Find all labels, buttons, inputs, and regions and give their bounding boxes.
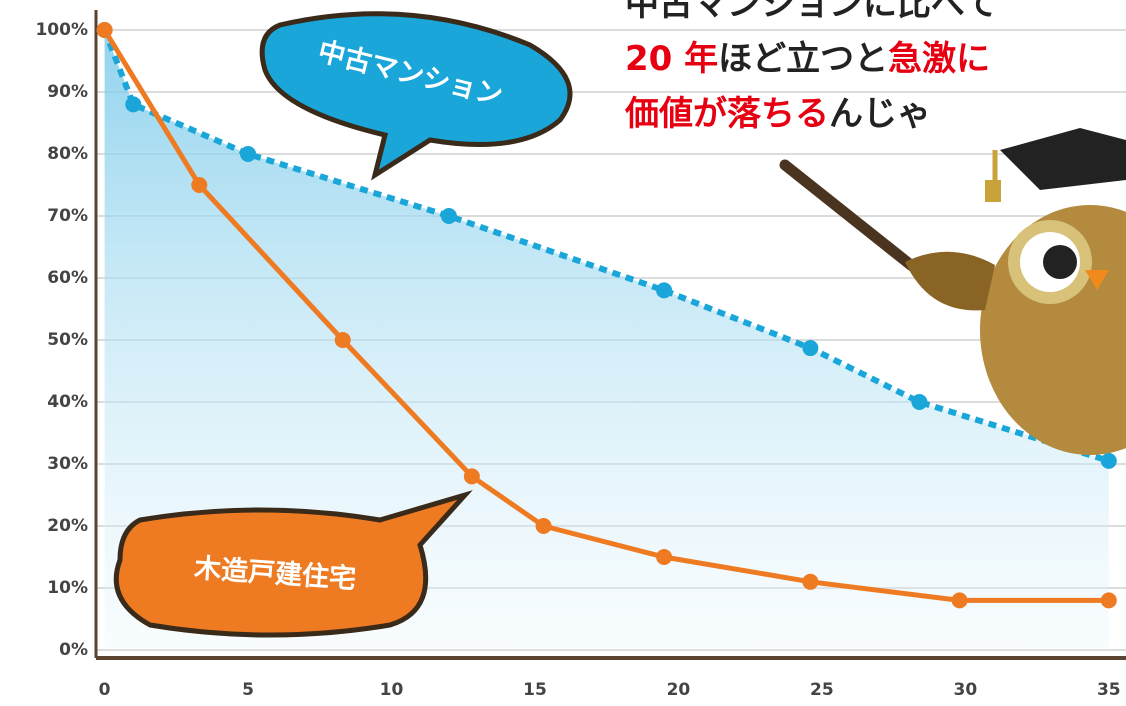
point bbox=[96, 22, 113, 38]
x-tick-label: 25 bbox=[810, 680, 834, 700]
annotation-part: 急激に bbox=[888, 39, 990, 79]
point bbox=[1100, 592, 1117, 609]
y-tick-label: 80% bbox=[47, 144, 88, 164]
annotation: 価値が落ちるんじゃ bbox=[624, 94, 931, 134]
annotation-part: 20 年 bbox=[625, 39, 718, 79]
point bbox=[240, 146, 257, 162]
annotation: 中古マンションに比べて bbox=[625, 0, 998, 24]
x-tick-label: 0 bbox=[99, 680, 111, 700]
point bbox=[334, 332, 351, 348]
y-tick-label: 90% bbox=[47, 82, 88, 102]
point bbox=[802, 340, 819, 357]
point bbox=[911, 394, 928, 410]
x-tick-label: 30 bbox=[953, 680, 977, 700]
x-tick-label: 35 bbox=[1097, 680, 1121, 700]
y-tick-label: 100% bbox=[35, 20, 88, 40]
point bbox=[951, 592, 968, 609]
y-tick-label: 20% bbox=[47, 516, 88, 536]
point bbox=[656, 282, 673, 299]
x-tick-label: 15 bbox=[523, 680, 547, 700]
speech-bubbles bbox=[113, 11, 573, 638]
x-tick-label: 5 bbox=[242, 680, 254, 700]
point bbox=[125, 96, 142, 113]
annotation-part: 価値が落ちる bbox=[624, 94, 829, 134]
x-tick-label: 20 bbox=[667, 680, 691, 700]
y-tick-label: 50% bbox=[47, 330, 88, 350]
area-fill bbox=[104, 30, 1109, 650]
point bbox=[440, 208, 457, 224]
x-tick-label: 10 bbox=[380, 680, 404, 700]
point bbox=[1100, 452, 1117, 469]
y-tick-label: 30% bbox=[47, 454, 88, 474]
y-tick-label: 10% bbox=[47, 578, 88, 598]
point bbox=[191, 177, 208, 193]
annotation-part: ほど立つと bbox=[718, 39, 888, 79]
annotation-part: んじゃ bbox=[829, 94, 931, 134]
y-tick-label: 70% bbox=[47, 206, 88, 226]
y-tick-label: 0% bbox=[59, 640, 88, 660]
point bbox=[656, 549, 673, 565]
point bbox=[535, 518, 552, 534]
y-tick-label: 60% bbox=[47, 268, 88, 288]
point bbox=[463, 468, 480, 485]
annotation-part: 中古マンションに比べて bbox=[625, 0, 998, 24]
annotation: 20 年ほど立つと急激に bbox=[625, 39, 990, 79]
owl bbox=[779, 128, 1126, 455]
y-tick-label: 40% bbox=[47, 392, 88, 412]
point bbox=[802, 573, 819, 590]
